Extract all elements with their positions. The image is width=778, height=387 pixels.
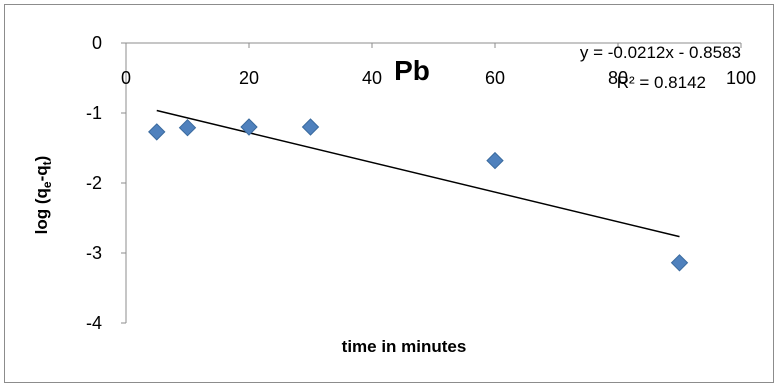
y-tick-label: -1 bbox=[86, 103, 102, 123]
x-tick-label: 100 bbox=[726, 68, 756, 88]
x-tick-label: 20 bbox=[239, 68, 259, 88]
y-tick-label: -2 bbox=[86, 173, 102, 193]
y-tick-label: 0 bbox=[92, 33, 102, 53]
y-label-end: ) bbox=[32, 156, 51, 162]
y-label-sub-e: e bbox=[40, 181, 54, 188]
x-tick-label: 80 bbox=[608, 68, 628, 88]
x-axis-label: time in minutes bbox=[342, 337, 467, 356]
y-axis-ticks: 0 -1 -2 -3 -4 bbox=[86, 33, 126, 333]
y-tick-label: -4 bbox=[86, 313, 102, 333]
x-tick-label: 60 bbox=[485, 68, 505, 88]
x-tick-label: 40 bbox=[362, 68, 382, 88]
data-point bbox=[301, 118, 320, 136]
data-point bbox=[178, 118, 197, 137]
y-tick-label: -3 bbox=[86, 243, 102, 263]
x-tick-label: 0 bbox=[121, 68, 131, 88]
data-point bbox=[486, 151, 504, 170]
data-points bbox=[148, 118, 689, 272]
data-point bbox=[670, 254, 689, 272]
y-label-mid: -q bbox=[32, 165, 51, 181]
y-axis-label: log (qe-qt) bbox=[32, 156, 54, 235]
chart-frame bbox=[4, 4, 774, 383]
y-label-sub-t: t bbox=[40, 161, 54, 165]
data-point bbox=[148, 123, 166, 141]
chart-title: Pb bbox=[394, 55, 430, 86]
trendline-equation: y = -0.0212x - 0.8583 bbox=[580, 43, 741, 62]
x-axis-ticks: 0 20 40 60 80 100 bbox=[121, 43, 756, 88]
trendline bbox=[156, 109, 680, 238]
data-point bbox=[240, 118, 258, 136]
y-label-base: log (q bbox=[32, 188, 51, 234]
trendline-r-squared: R² = 0.8142 bbox=[617, 73, 706, 92]
